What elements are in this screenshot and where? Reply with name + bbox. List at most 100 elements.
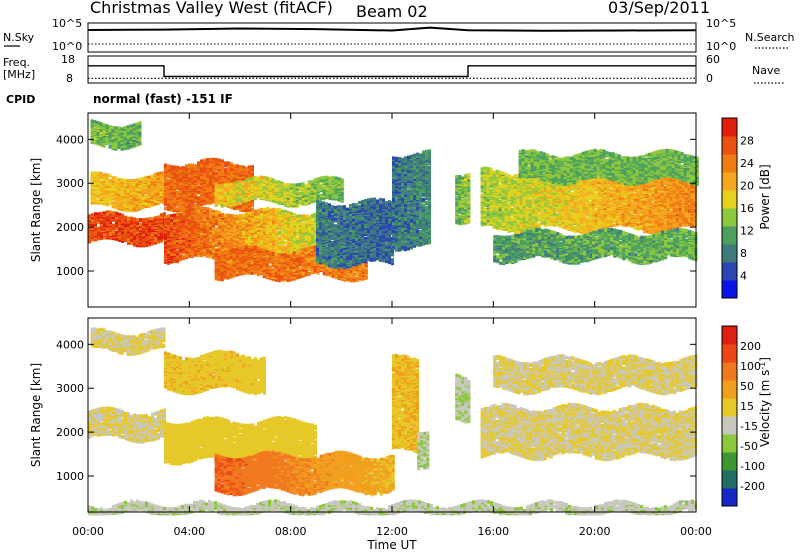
power-panel: 1000200030004000 Slant Range [km] [29,113,699,307]
power-cell [164,164,167,167]
power-cell [160,234,163,237]
power-cell [118,126,121,129]
power-cell [97,236,100,239]
power-cell [164,202,167,205]
power-cell [139,218,142,221]
power-cell [109,144,112,147]
power-cell [121,127,124,130]
power-cell [133,179,136,182]
power-cell [130,239,133,242]
power-cell [97,221,100,224]
power-cell [115,212,118,215]
power-cell [151,241,154,244]
power-cell [182,191,185,194]
power-cell [94,171,97,174]
freq-series [88,66,696,79]
power-cell [121,225,124,228]
power-cell [118,203,121,206]
power-cell [91,119,94,122]
freq-unit: [MHz] [3,68,35,81]
power-cell [91,232,94,235]
power-cell [106,124,109,127]
power-cell [118,182,121,185]
freq-panel: Freq. [MHz] 18 8 60 0 Nave [3,53,784,85]
power-cell [136,122,139,125]
power-cell [97,227,100,230]
power-cell [121,190,124,193]
search-tick-bottom: 10^0 [706,40,736,53]
power-cell [121,178,124,181]
power-cell [112,229,115,232]
cpid-label: CPID [6,93,35,106]
power-cell [115,126,118,129]
power-scatter-cells [88,119,699,282]
power-cell [91,172,94,175]
power-cell [133,132,136,135]
power-cell [100,122,103,125]
power-cell [94,141,97,144]
power-cell [148,228,151,231]
power-cell [100,180,103,183]
power-cell [157,215,160,218]
power-cell [100,183,103,186]
power-cell [164,183,167,186]
power-cell [133,144,136,147]
power-cell [97,212,100,215]
power-cell [179,179,182,182]
power-cell [164,186,167,189]
power-cell [142,177,145,180]
power-cell [151,217,154,220]
power-cell [115,176,118,179]
power-cell [124,216,127,219]
power-cell [167,195,170,198]
power-cell [118,213,121,216]
power-cell [115,132,118,135]
power-cell [173,166,176,169]
power-cell [130,179,133,182]
power-cell [109,174,112,177]
power-cell [179,167,182,170]
power-cell [139,121,142,124]
power-cell [100,212,103,215]
power-cell [154,216,157,219]
sky-series-line [88,28,696,31]
power-cell [167,164,170,167]
power-cell [142,218,145,221]
power-cell [139,223,142,226]
date-label: 03/Sep/2011 [608,0,710,17]
power-cell [127,217,130,220]
power-cell [112,146,115,149]
freq-panel-frame [88,56,696,83]
power-cell [112,126,115,129]
power-cell [173,186,176,189]
power-cell [157,172,160,175]
power-cell [97,199,100,202]
power-cell [130,124,133,127]
power-cell [127,128,130,131]
power-cell [173,197,176,200]
power-cell [127,182,130,185]
power-cell [94,220,97,223]
power-cell [164,207,167,210]
power-cell [145,195,148,198]
power-cell [145,176,148,179]
power-cell [142,196,145,199]
power-cell [103,123,106,126]
sky-label: N.Sky [3,31,35,44]
power-cell [139,178,142,181]
station-title: Christmas Valley West (fitACF) [90,0,333,17]
power-cell [124,126,127,129]
power-cell [103,143,106,146]
power-cell [160,201,163,204]
sky-tick-top: 10^5 [52,17,82,30]
power-cell [100,172,103,175]
nave-tick-bottom: 0 [706,72,713,85]
power-cell [145,218,148,221]
power-cell [91,124,94,127]
power-cell [154,173,157,176]
power-cell [115,180,118,183]
sky-panel-frame [88,23,696,52]
power-cell [130,217,133,220]
power-cell [109,179,112,182]
power-cell [136,179,139,182]
